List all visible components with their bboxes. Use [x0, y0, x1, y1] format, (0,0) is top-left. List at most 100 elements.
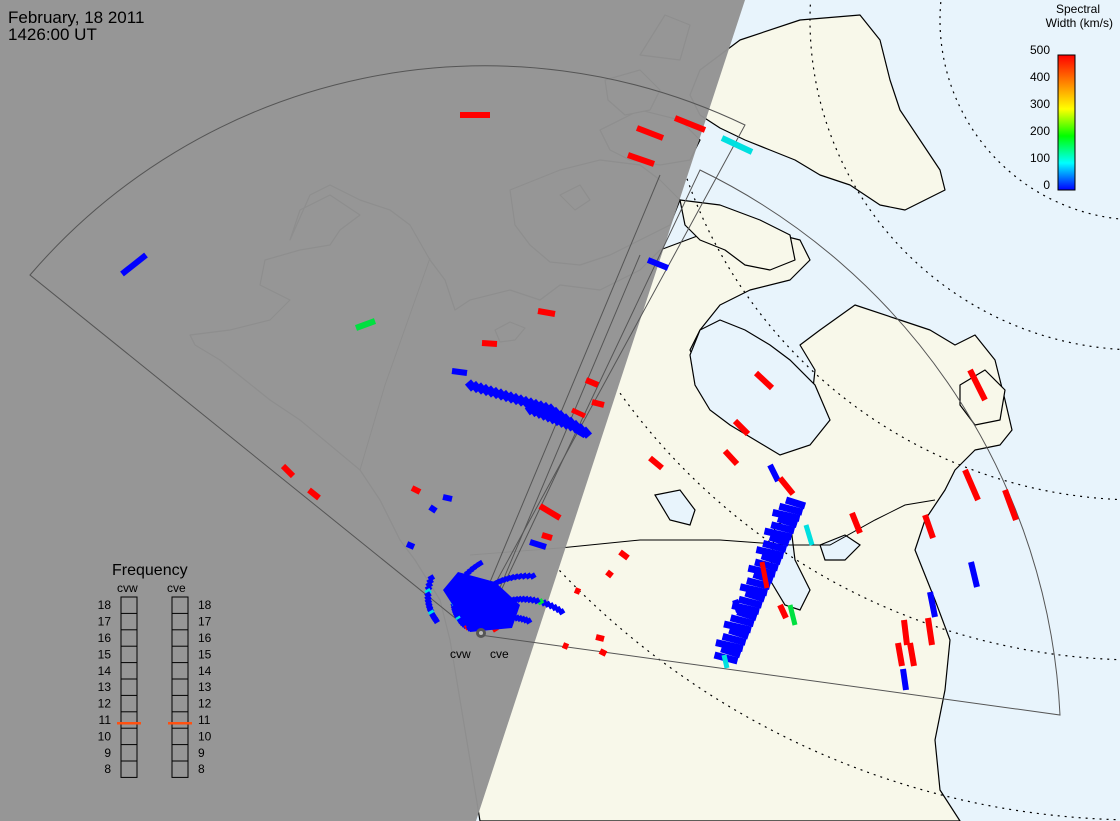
echo-cell: [561, 642, 570, 650]
echo-cell: [472, 562, 481, 570]
echo-cell: [536, 598, 545, 606]
radar-fov: [29, 65, 1061, 716]
echo-cell: [778, 502, 804, 516]
frequency-scale-tick: 10: [98, 729, 112, 743]
cve-fov: [479, 169, 1061, 716]
baffin-island: [679, 199, 796, 271]
cvw-label: cvw: [450, 647, 471, 661]
echo-cell: [755, 546, 785, 560]
cve-label: cve: [490, 647, 509, 661]
echo-cell: [529, 596, 538, 604]
freq-radar-label: cvw: [117, 581, 138, 595]
echo-cell: [901, 619, 910, 646]
echo-cell: [570, 407, 587, 419]
echo-cell: [543, 600, 552, 608]
echo-cell: [442, 494, 453, 502]
echo-cluster: [443, 572, 520, 632]
echo-cell: [732, 418, 751, 437]
echo-cell: [554, 605, 562, 614]
echo-cell: [648, 455, 664, 471]
echo-cell: [425, 600, 433, 609]
frequency-scale-tick: 14: [198, 664, 212, 678]
great-lake: [819, 534, 861, 561]
echo-cell: [720, 135, 754, 155]
echo-cell: [762, 540, 787, 553]
echo-cell: [803, 524, 815, 546]
echo-cell: [424, 597, 433, 605]
echo-cell: [968, 561, 980, 588]
echo-cell: [722, 448, 740, 467]
cvw-fov: [29, 65, 746, 631]
echo-cell: [770, 521, 796, 535]
echo-cell: [646, 257, 670, 271]
echo-cell: [598, 648, 608, 657]
frequency-scale-tick: 17: [198, 615, 212, 629]
echo-cell: [481, 340, 498, 347]
frequency-scale-tick: 9: [104, 746, 111, 760]
echo-cell: [451, 368, 468, 376]
echo-cell: [760, 552, 782, 566]
canada-us-border: [469, 499, 936, 556]
frequency-scale-tick: 15: [98, 647, 112, 661]
echo-cell: [573, 427, 587, 439]
echo-cell: [763, 527, 793, 541]
echo-cell: [432, 616, 440, 625]
echo-cell: [744, 589, 766, 603]
echo-cell: [635, 125, 665, 141]
echo-cell: [428, 504, 438, 514]
echo-cell: [900, 668, 909, 691]
echo-cell: [429, 611, 437, 620]
frequency-scale-tick: 10: [198, 729, 212, 743]
frequency-scale-tick: 17: [98, 615, 112, 629]
echo-cell: [777, 476, 796, 496]
frequency-scale-tick: 12: [198, 697, 212, 711]
echo-cell: [753, 370, 775, 391]
frequency-scale-tick: 18: [198, 598, 212, 612]
echo-cell: [584, 377, 600, 388]
echo-cell: [1002, 488, 1019, 522]
frequency-scale-box: [120, 596, 138, 778]
echo-cell: [927, 591, 938, 618]
colorbar-tick: 0: [1043, 178, 1050, 192]
echo-cell: [728, 626, 750, 640]
echo-cell: [540, 599, 548, 607]
date-label: February, 18 2011: [8, 8, 145, 27]
frequency-scale-tick: 11: [99, 713, 112, 727]
echo-cell: [354, 318, 377, 331]
time-label: 1426:00 UT: [8, 25, 97, 44]
echo-cell: [427, 574, 436, 582]
echo-cell: [754, 558, 779, 572]
echo-cell: [759, 561, 770, 589]
echo-cell: [425, 603, 434, 611]
echo-cell: [715, 639, 744, 653]
echo-cell: [618, 549, 630, 561]
echo-cell: [776, 515, 798, 528]
echo-cell: [771, 508, 801, 522]
radar-sites: cvw cve: [450, 628, 509, 661]
colorbar-tick: 200: [1030, 124, 1050, 138]
freq-radar-label: cve: [167, 581, 186, 595]
echo-cell: [627, 152, 655, 167]
echo-cell: [426, 606, 435, 614]
echo-cell: [280, 463, 296, 479]
echo-cell: [787, 604, 798, 626]
echo-cell: [307, 487, 321, 501]
echo-cell: [424, 591, 432, 599]
echo-cell: [962, 468, 981, 502]
frequency-scale-tick: 11: [198, 713, 211, 727]
echo-cell: [513, 614, 521, 622]
echo-cell: [547, 602, 555, 610]
echo-cell: [410, 485, 422, 495]
echo-cell: [573, 587, 582, 595]
frequency-scale-tick: 9: [198, 746, 205, 760]
echo-cell: [120, 252, 148, 277]
colorbar-title-line1: Spectral: [1056, 2, 1100, 16]
echo-cell: [605, 569, 614, 579]
echo-cell: [520, 572, 529, 580]
frequency-scale-tick: 12: [98, 697, 112, 711]
echo-cell: [784, 496, 807, 510]
echo-cell: [731, 601, 760, 615]
echo-cell: [720, 645, 742, 659]
